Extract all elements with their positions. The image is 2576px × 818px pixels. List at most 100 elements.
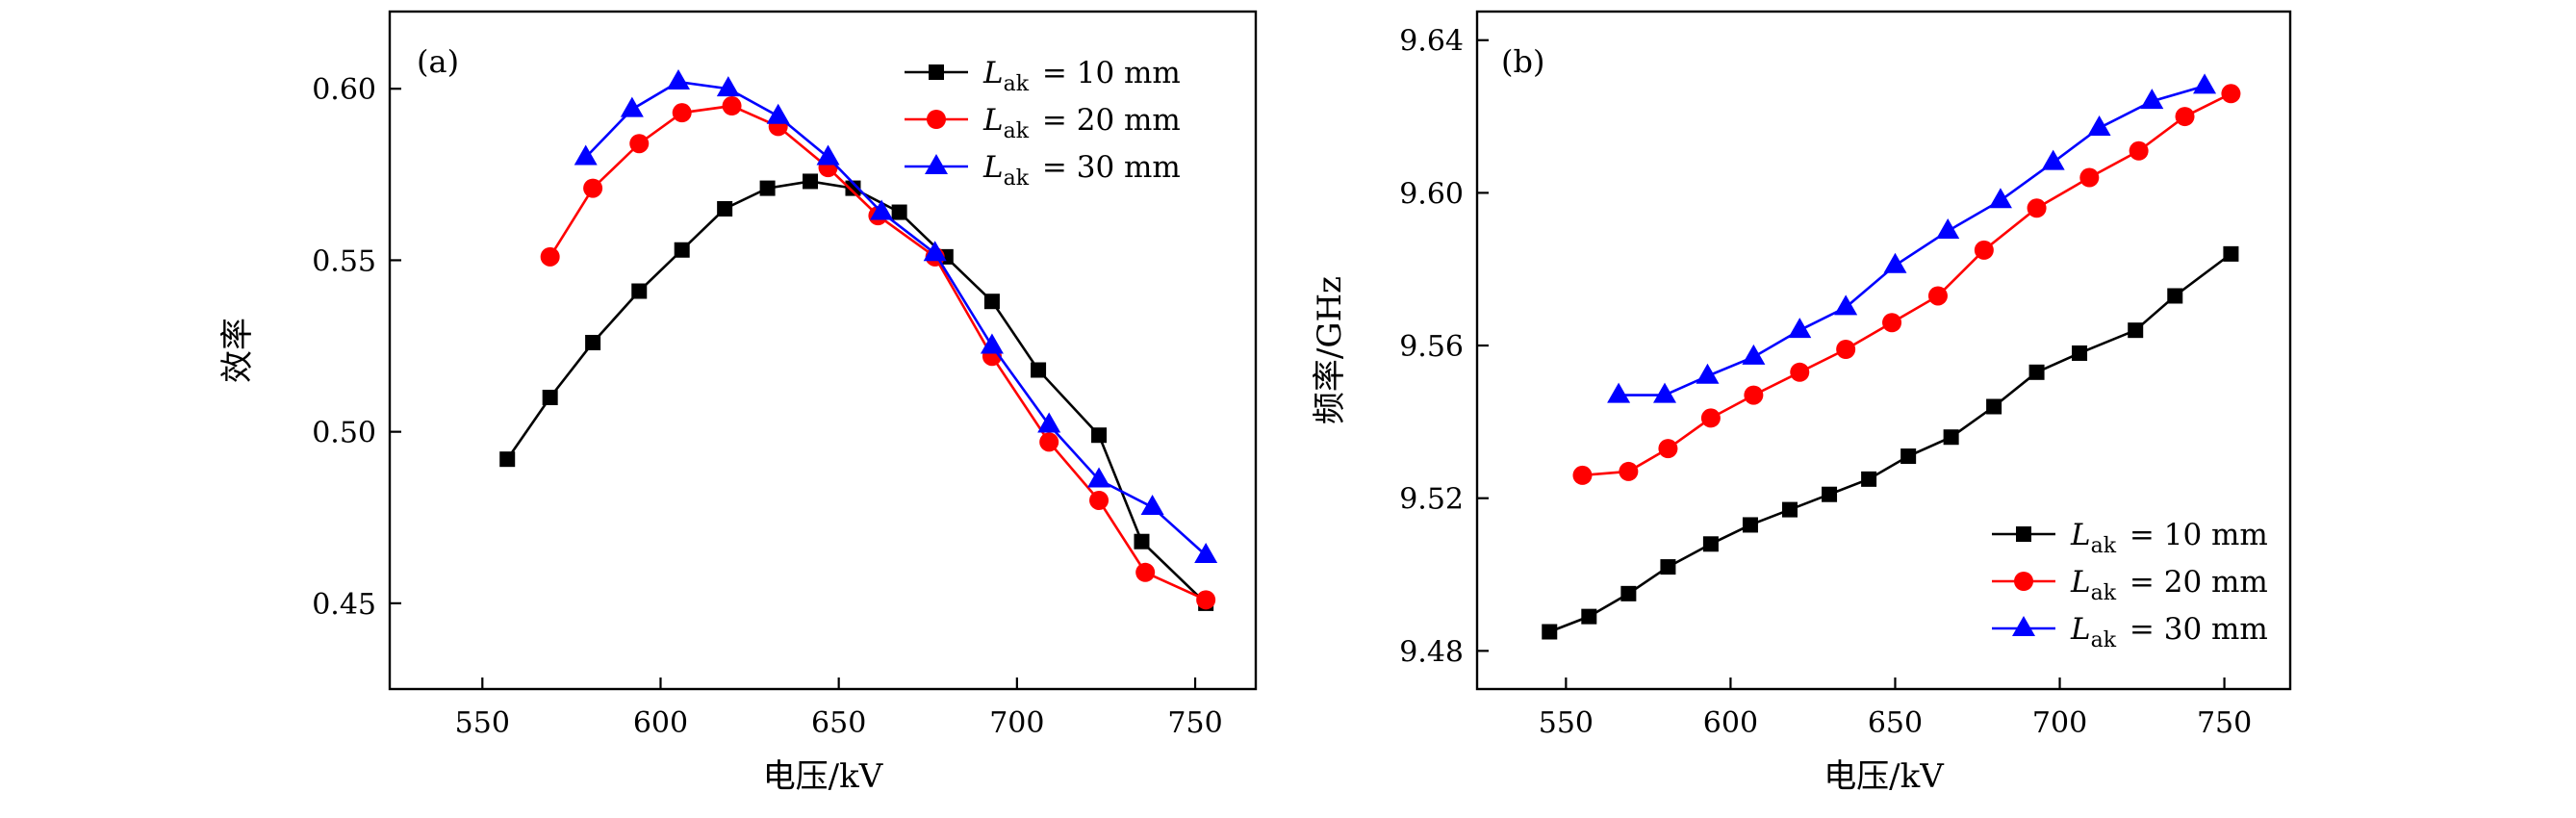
legend-label: Lak = 30 mm [2070,612,2268,652]
data-point [2167,288,2183,304]
data-point [2041,149,2065,170]
data-point [540,246,560,267]
data-point [980,333,1004,354]
data-point [583,178,603,198]
data-point [1039,432,1059,452]
data-point [2087,115,2111,136]
y-tick-label: 9.60 [1399,177,1464,211]
data-point [1822,486,1838,502]
data-point [1620,585,1637,601]
data-point [2072,345,2088,361]
data-point [2079,167,2100,188]
data-point [1542,624,1558,640]
data-point [2193,73,2217,94]
data-point [1883,252,1907,273]
data-point [2175,107,2195,127]
legend-entry: Lak = 10 mm [1992,518,2268,558]
data-point [1742,344,1766,365]
data-point [1607,382,1631,403]
data-point [716,76,740,97]
series-3 [574,69,1218,563]
data-point [1572,465,1593,485]
legend-label: Lak = 30 mm [982,150,1181,191]
legend-entry: Lak = 20 mm [905,103,1181,143]
data-point [2028,364,2045,380]
chart-panel-1: 550 600 650 700 750 0.45 0.50 0.55 0.60 电压/kV 效率 (a… [218,10,1258,796]
series-2 [1572,84,2241,485]
legend-entry: Lak = 30 mm [905,150,1181,191]
x-tick-label: 700 [2032,706,2087,740]
data-point [1089,490,1109,510]
data-point [1658,439,1678,459]
series-1 [1542,245,2239,640]
data-point [1196,590,1216,610]
data-point [1031,362,1047,378]
data-point [1936,218,1960,240]
legend-marker [927,110,946,129]
data-point [1744,385,1764,405]
data-point [1882,313,1902,333]
legend-marker [925,153,948,174]
series-3 [1607,73,2217,403]
legend-label: Lak = 20 mm [982,103,1181,143]
legend-label: Lak = 10 mm [2070,518,2268,558]
x-tick-label: 750 [1167,706,1222,740]
data-point [629,134,650,154]
data-point [722,96,742,116]
plot-frame [388,10,1258,691]
legend-entry: Lak = 30 mm [1992,612,2268,652]
data-point [1653,382,1676,403]
data-point [2221,84,2241,104]
data-point [1134,533,1150,550]
data-point [499,451,516,468]
data-point [667,69,690,90]
data-point [1140,495,1164,516]
data-point [1091,427,1108,444]
data-point [845,180,861,196]
x-tick-label: 550 [455,706,510,740]
plot-frame [1475,10,2292,691]
data-point [2129,141,2149,161]
legend: Lak = 10 mm Lak = 20 mm Lak = 30 mm [905,56,1181,191]
data-point [759,180,776,196]
data-point [1087,467,1111,488]
data-point [1974,240,1994,260]
data-point [574,144,598,166]
x-tick-label: 600 [1703,706,1758,740]
data-point [923,241,947,262]
x-tick-label: 700 [989,706,1044,740]
data-point [1943,429,1959,446]
data-point [1696,363,1720,384]
data-point [2140,89,2164,110]
data-point [1788,318,1812,339]
legend-label: Lak = 10 mm [982,56,1181,96]
legend-marker [2014,572,2033,591]
data-point [585,334,601,350]
legend-marker [2012,615,2035,636]
data-point [2223,245,2239,262]
data-point [631,283,648,299]
y-tick-label: 0.50 [312,417,376,450]
x-tick-label: 550 [1539,706,1594,740]
y-axis-label: 效率 [218,318,257,383]
y-tick-label: 0.45 [312,588,376,622]
legend-label: Lak = 20 mm [2070,565,2268,605]
data-point [803,173,819,190]
x-tick-label: 650 [1868,706,1923,740]
x-tick-label: 650 [811,706,866,740]
data-point [1037,412,1061,433]
data-point [1700,408,1721,428]
data-point [1702,536,1719,552]
y-tick-label: 9.64 [1399,25,1464,59]
data-point [1861,471,1877,487]
data-point [1900,448,1917,465]
data-point [766,103,790,124]
x-axis-label: 电压/kV [763,757,884,796]
x-tick-label: 600 [633,706,688,740]
data-point [983,294,1000,310]
data-point [1581,608,1597,625]
data-point [1660,559,1676,575]
data-point [1619,461,1639,481]
y-tick-label: 9.56 [1399,330,1464,364]
